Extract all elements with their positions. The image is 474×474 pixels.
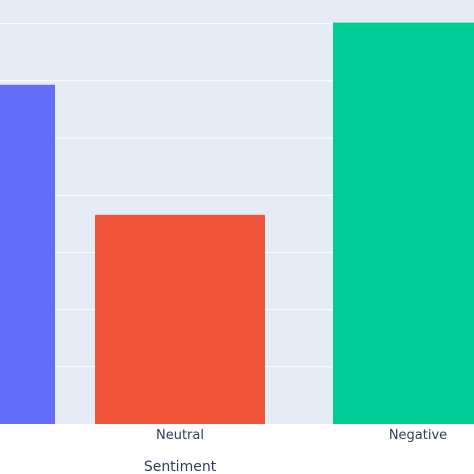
bars	[0, 22, 474, 425]
x-tick-label: Negative	[389, 428, 447, 443]
x-axis-title: Sentiment	[144, 459, 217, 474]
x-tick-label: Neutral	[156, 428, 204, 443]
bar-neutral	[95, 214, 265, 424]
x-tick-labels: Neutral Negative	[156, 428, 447, 443]
bar-negative	[333, 22, 474, 424]
bar-first	[0, 84, 55, 425]
